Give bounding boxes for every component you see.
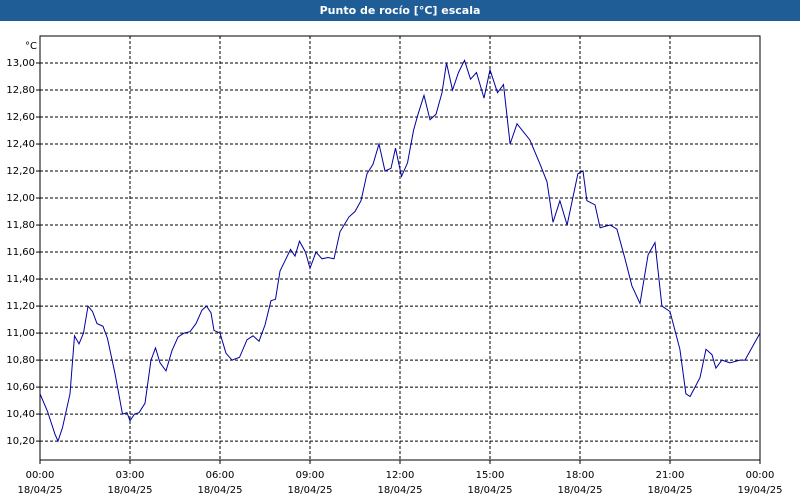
x-tick-label: 00:00 (746, 470, 775, 481)
x-tick-date: 18/04/25 (648, 485, 693, 496)
y-tick-label: 11,00 (6, 328, 35, 339)
y-tick-label: 10,80 (6, 355, 35, 366)
x-tick-date: 18/04/25 (108, 485, 153, 496)
x-tick-date: 18/04/25 (378, 485, 423, 496)
y-tick-label: 10,60 (6, 382, 35, 393)
y-tick-label: 11,20 (6, 301, 35, 312)
y-tick-label: 10,40 (6, 409, 35, 420)
x-tick-label: 21:00 (656, 470, 685, 481)
y-tick-label: 10,20 (6, 436, 35, 447)
x-tick-label: 00:00 (26, 470, 55, 481)
y-tick-label: 11,40 (6, 274, 35, 285)
x-tick-date: 18/04/25 (468, 485, 513, 496)
y-tick-label: 12,20 (6, 166, 35, 177)
x-tick-label: 06:00 (206, 470, 235, 481)
chart-title: Punto de rocío [°C] escala (0, 0, 800, 21)
x-tick-label: 15:00 (476, 470, 505, 481)
x-tick-label: 18:00 (566, 470, 595, 481)
line-series (39, 58, 761, 443)
y-tick-label: 12,60 (6, 112, 35, 123)
x-tick-label: 12:00 (386, 470, 415, 481)
y-tick-label: 12,00 (6, 193, 35, 204)
x-tick-label: 03:00 (116, 470, 145, 481)
x-tick-date: 18/04/25 (288, 485, 333, 496)
y-tick-label: 12,40 (6, 139, 35, 150)
x-tick-date: 19/04/25 (738, 485, 783, 496)
y-tick-label: 11,80 (6, 220, 35, 231)
y-tick-label: 11,60 (6, 247, 35, 258)
x-tick-date: 18/04/25 (198, 485, 243, 496)
x-tick-date: 18/04/25 (558, 485, 603, 496)
x-tick-label: 09:00 (296, 470, 325, 481)
y-tick-label: 12,80 (6, 85, 35, 96)
y-tick-label: 13,00 (6, 58, 35, 69)
y-unit: °C (25, 41, 37, 52)
x-tick-date: 18/04/25 (18, 485, 63, 496)
